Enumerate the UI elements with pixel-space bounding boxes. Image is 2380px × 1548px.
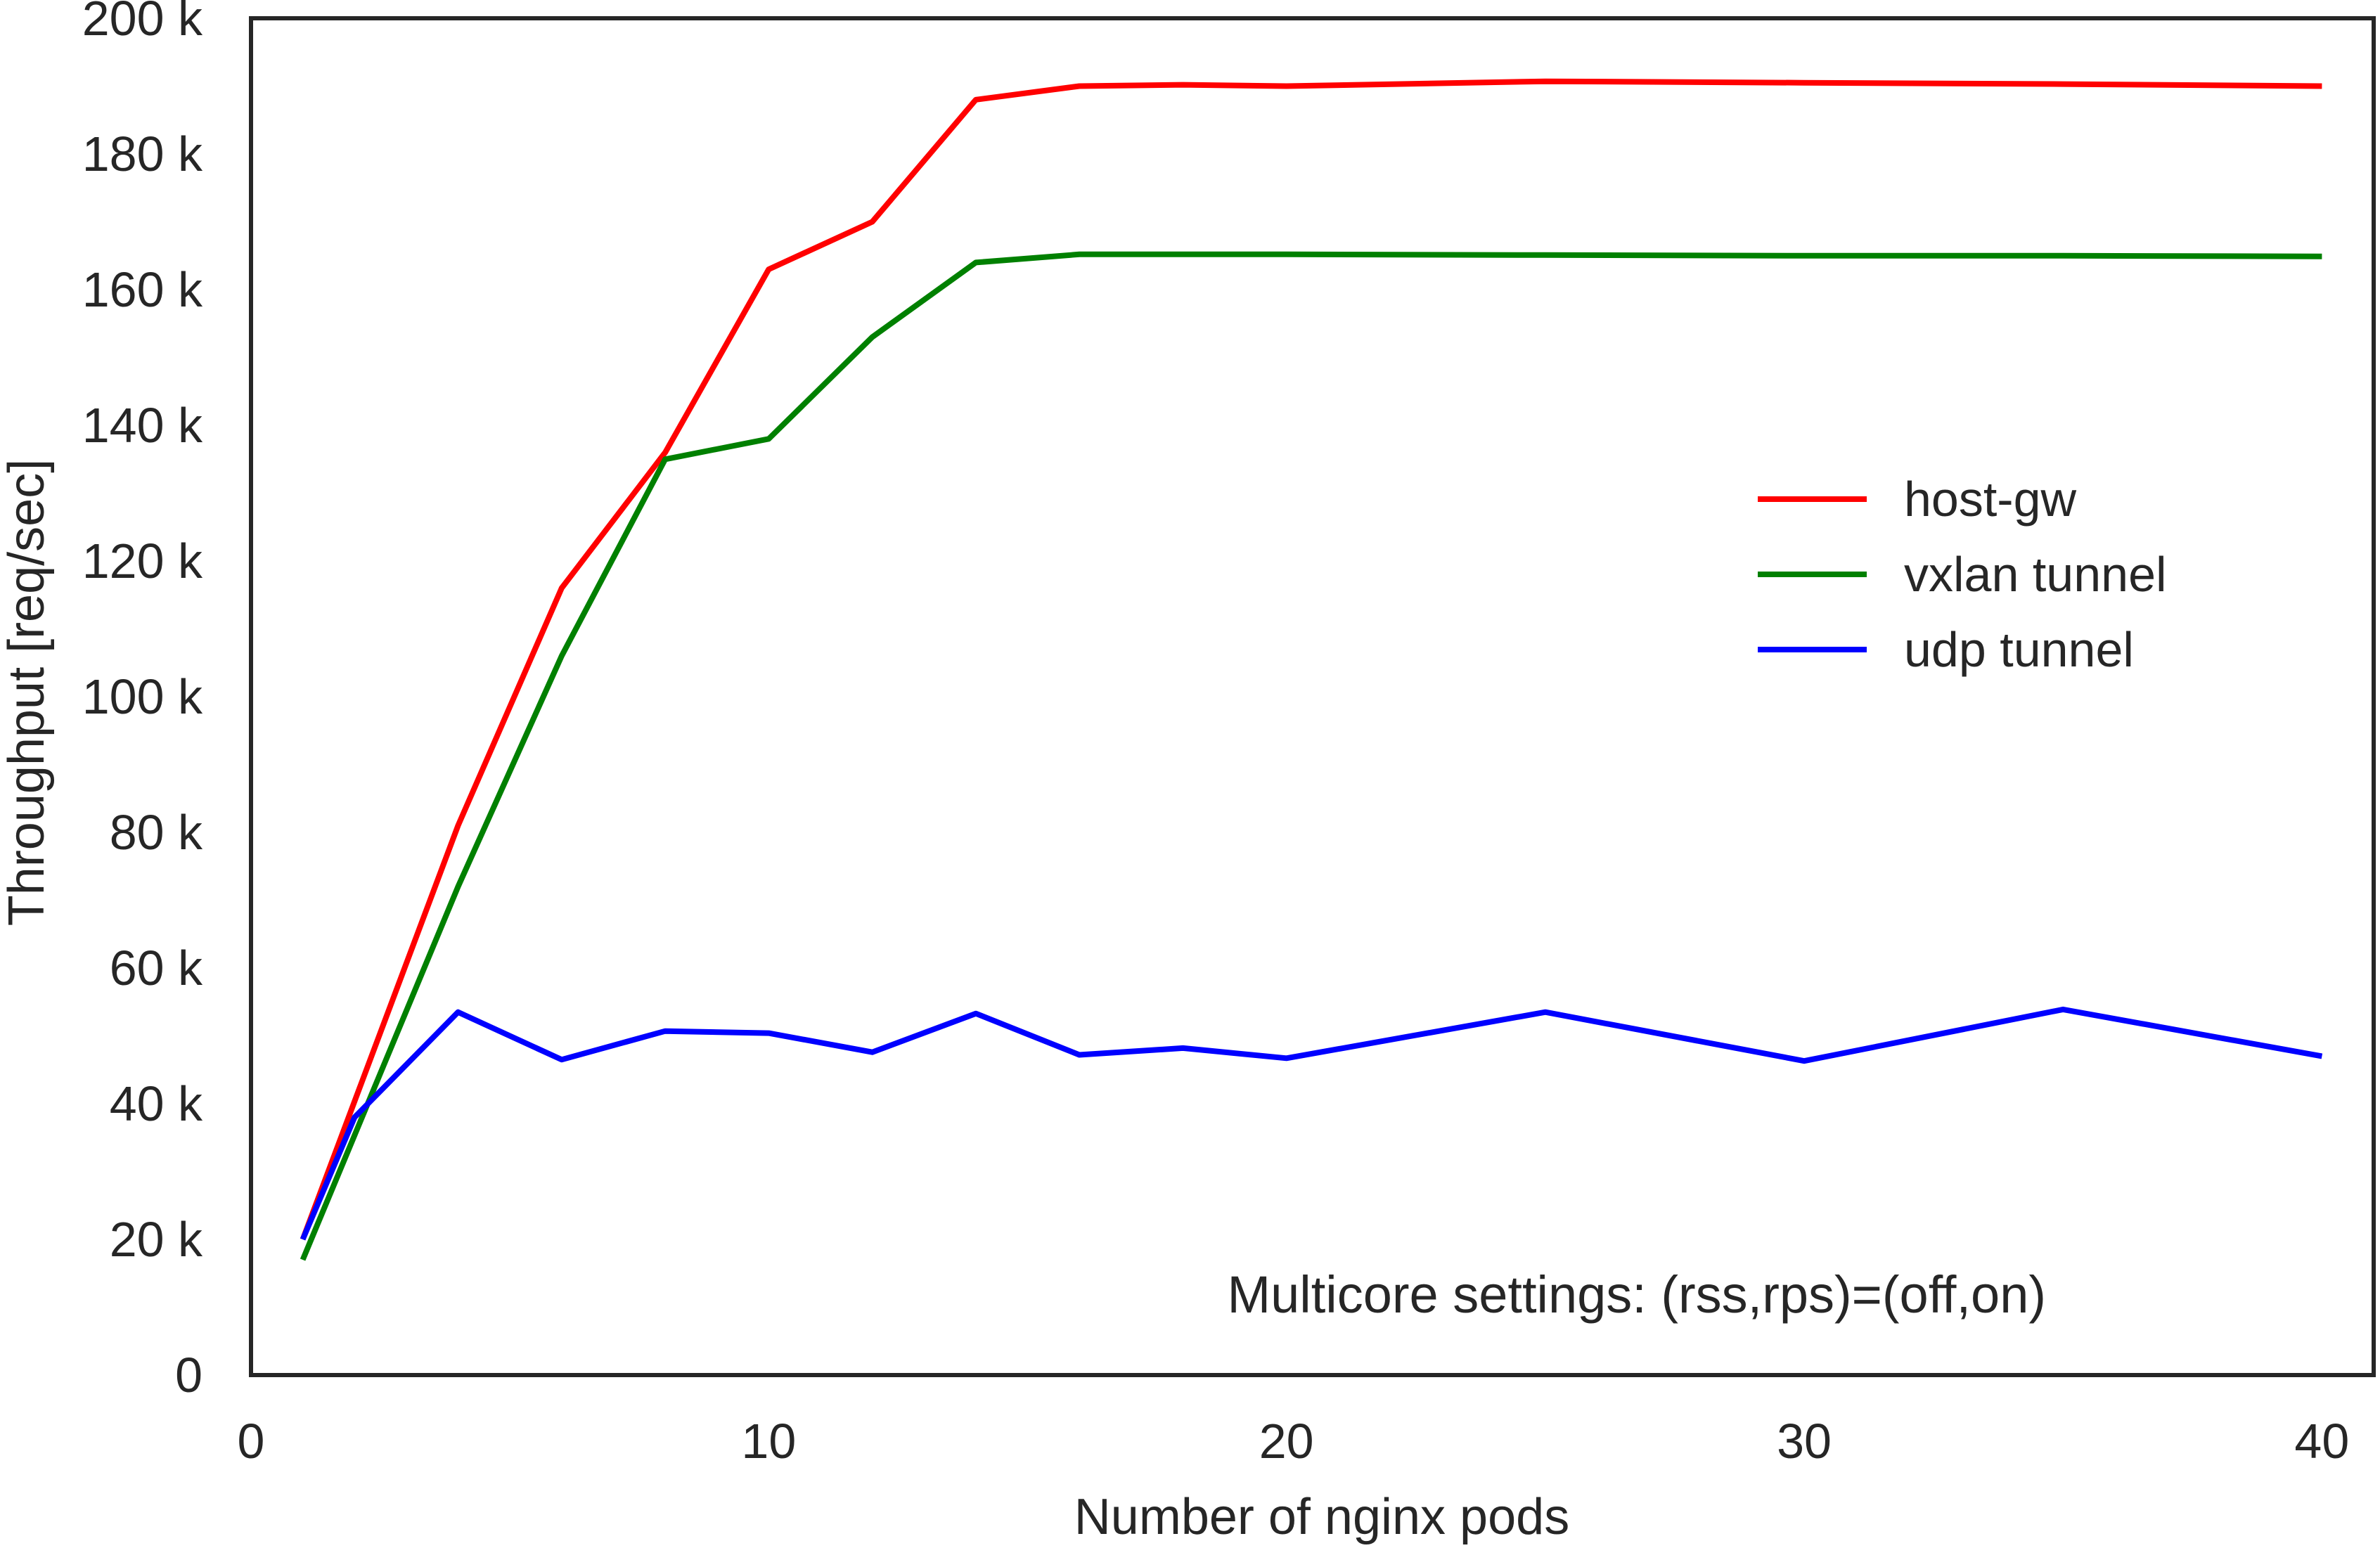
legend-item-vxlan-tunnel: vxlan tunnel bbox=[1758, 547, 2167, 602]
plot-frame bbox=[249, 16, 2376, 1377]
y-tick-label: 200 k bbox=[82, 0, 203, 46]
y-tick-label: 80 k bbox=[110, 805, 203, 860]
y-tick-label: 40 k bbox=[110, 1076, 203, 1131]
x-tick-label: 10 bbox=[741, 1414, 796, 1469]
series-line-udp-tunnel bbox=[300, 1006, 2323, 1241]
y-tick-label: 160 k bbox=[82, 262, 203, 317]
y-tick-label: 100 k bbox=[82, 669, 203, 724]
series-layer bbox=[300, 78, 2323, 1261]
x-tick-label: 30 bbox=[1777, 1414, 1832, 1469]
legend-label: vxlan tunnel bbox=[1904, 547, 2167, 602]
legend-item-host-gw: host-gw bbox=[1758, 472, 2077, 527]
x-tick-label: 20 bbox=[1259, 1414, 1314, 1469]
y-axis-label: Throughput [req/sec] bbox=[0, 459, 55, 926]
y-tick-label: 60 k bbox=[110, 941, 203, 995]
y-tick-label: 20 k bbox=[110, 1212, 203, 1267]
x-axis-label: Number of nginx pods bbox=[1074, 1489, 1569, 1545]
x-tick-label: 0 bbox=[238, 1414, 265, 1469]
annotation-text: Multicore settings: (rss,rps)=(off,on) bbox=[1228, 1265, 2047, 1324]
series-line-vxlan-tunnel bbox=[300, 251, 2322, 1261]
y-tick-label: 120 k bbox=[82, 534, 203, 588]
legend-item-udp-tunnel: udp tunnel bbox=[1758, 622, 2134, 677]
x-tick-label: 40 bbox=[2294, 1414, 2349, 1469]
series-line-host-gw bbox=[300, 78, 2322, 1241]
y-tick-label: 180 k bbox=[82, 127, 203, 181]
legend-label: udp tunnel bbox=[1904, 622, 2134, 677]
y-tick-label: 0 bbox=[175, 1348, 202, 1402]
legend-label: host-gw bbox=[1904, 472, 2077, 527]
y-tick-label: 140 k bbox=[82, 398, 203, 453]
axes-layer: 0 10 20 30 40 0 20 k 40 k 60 k 80 k 100 k 120 k 140 … bbox=[82, 0, 2376, 1469]
legend: host-gw vxlan tunnel udp tunnel bbox=[1758, 472, 2167, 677]
